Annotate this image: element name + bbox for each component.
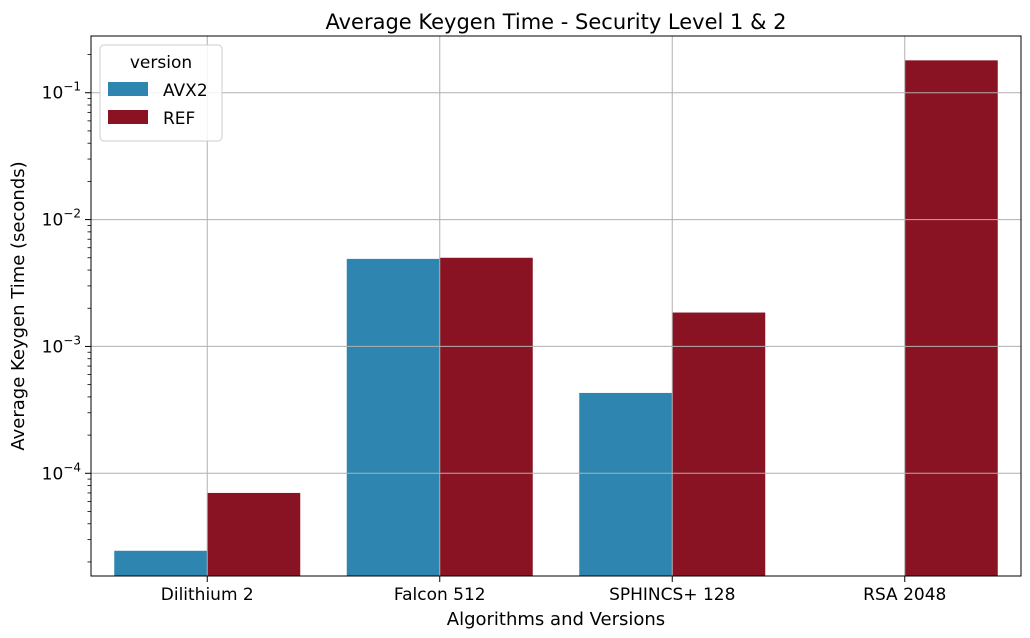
legend-label-avx2: AVX2 bbox=[163, 81, 208, 101]
bar-avx2-2 bbox=[579, 392, 673, 576]
bar-avx2-0 bbox=[114, 550, 208, 576]
bars bbox=[114, 60, 998, 576]
plot-frame bbox=[90, 35, 1022, 577]
chart-title: Average Keygen Time - Security Level 1 &… bbox=[325, 10, 786, 34]
legend: version AVX2 REF bbox=[99, 44, 223, 142]
bar-ref-3 bbox=[904, 60, 998, 576]
y-tick-label: 10−3 bbox=[42, 333, 81, 357]
bar-ref-2 bbox=[672, 312, 766, 576]
legend-swatch-ref bbox=[108, 110, 148, 124]
bar-ref-1 bbox=[439, 257, 533, 576]
x-tick-label: Falcon 512 bbox=[394, 585, 486, 605]
x-axis-label: Algorithms and Versions bbox=[447, 609, 665, 630]
y-axis: 10−4 10−3 10−2 10−1 bbox=[42, 54, 91, 563]
x-axis: Dilithium 2 Falcon 512 SPHINCS+ 128 RSA 204… bbox=[161, 576, 946, 605]
legend-swatch-avx2 bbox=[108, 82, 148, 96]
x-tick-label: RSA 2048 bbox=[863, 585, 946, 605]
legend-title: version bbox=[130, 53, 192, 73]
legend-label-ref: REF bbox=[163, 109, 195, 129]
y-tick-label: 10−4 bbox=[42, 460, 81, 484]
y-tick-label: 10−1 bbox=[42, 80, 81, 104]
y-tick-label: 10−2 bbox=[42, 207, 81, 231]
x-tick-label: SPHINCS+ 128 bbox=[609, 585, 735, 605]
x-tick-label: Dilithium 2 bbox=[161, 585, 254, 605]
bar-avx2-1 bbox=[346, 258, 440, 576]
grid bbox=[91, 36, 1021, 576]
bar-ref-0 bbox=[207, 492, 301, 576]
y-axis-label: Average Keygen Time (seconds) bbox=[8, 161, 29, 450]
